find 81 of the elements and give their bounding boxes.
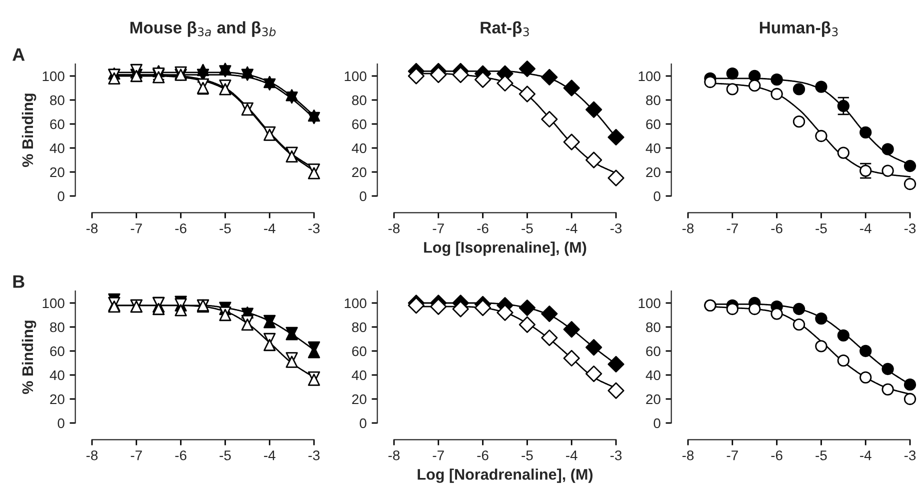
y-tick-label: 100 — [638, 298, 660, 308]
x-tick-label: -6 — [175, 223, 186, 234]
y-tick-label: 40 — [352, 370, 366, 380]
y-tick-label: 0 — [654, 418, 660, 428]
y-tick-label: 20 — [352, 167, 366, 178]
y-tick-label: 40 — [50, 370, 64, 380]
x-tick-label: -4 — [566, 224, 578, 234]
x-tick-label: -3 — [904, 223, 916, 234]
y-tick-label: 100 — [42, 298, 64, 308]
x-tick-label: -4 — [264, 450, 276, 460]
x-tick-label: -5 — [816, 224, 827, 234]
y-tick-label: 40 — [50, 143, 64, 154]
chart-title: Rat-β$_{3}$ — [480, 21, 529, 37]
x-tick-label: -6 — [175, 450, 186, 460]
y-tick-label: 0 — [360, 191, 366, 202]
y-tick-label: 60 — [646, 119, 660, 130]
chart-title: Human-β$_{3}$ — [760, 21, 838, 37]
x-tick-label: -8 — [86, 223, 98, 234]
y-tick-label: 0 — [360, 418, 366, 428]
y-tick-label: 80 — [352, 322, 366, 332]
x-tick-label: -5 — [220, 224, 231, 234]
y-tick-label: 40 — [646, 143, 660, 154]
x-tick-label: -3 — [610, 450, 622, 460]
y-tick-label: 40 — [352, 143, 366, 154]
y-tick-label: 100 — [344, 298, 366, 308]
y-axis-title: % Binding — [22, 94, 36, 167]
x-tick-label: -8 — [682, 450, 694, 460]
x-tick-label: -7 — [130, 450, 142, 460]
y-tick-label: 80 — [50, 95, 64, 106]
y-tick-label: 80 — [646, 95, 660, 106]
y-tick-label: 60 — [50, 119, 64, 130]
y-tick-label: 60 — [646, 346, 660, 356]
x-tick-label: -5 — [816, 450, 827, 460]
x-axis-title: Log [Noradrenaline], (M) — [418, 468, 593, 483]
y-tick-label: 20 — [646, 167, 660, 178]
x-tick-label: -3 — [308, 223, 320, 234]
y-tick-label: 60 — [352, 346, 366, 356]
x-tick-label: -7 — [726, 450, 738, 460]
x-tick-label: -7 — [130, 224, 142, 234]
y-tick-label: 0 — [654, 191, 660, 202]
y-tick-label: 80 — [646, 322, 660, 332]
y-tick-label: 20 — [50, 167, 64, 178]
x-tick-label: -3 — [610, 223, 622, 234]
x-tick-label: -3 — [904, 450, 916, 460]
y-tick-label: 0 — [58, 191, 64, 202]
y-tick-label: 60 — [352, 119, 366, 130]
x-tick-label: -7 — [432, 450, 444, 460]
x-tick-label: -7 — [432, 224, 444, 234]
x-tick-label: -6 — [771, 450, 782, 460]
y-tick-label: 100 — [638, 71, 660, 82]
x-tick-label: -8 — [86, 450, 98, 460]
chart-title: Mouse β$_{3a}$ and β$_{3b}$ — [130, 21, 276, 37]
text: B — [13, 275, 24, 288]
text: A — [12, 48, 25, 61]
x-tick-label: -8 — [388, 450, 400, 460]
y-tick-label: 100 — [42, 71, 64, 82]
x-axis-title: Log [Isoprenaline], (M) — [424, 242, 586, 256]
y-tick-label: 20 — [646, 394, 660, 404]
x-tick-label: -6 — [477, 223, 488, 234]
x-tick-label: -6 — [771, 223, 782, 234]
x-tick-label: -5 — [220, 450, 231, 460]
x-tick-label: -4 — [264, 224, 276, 234]
y-tick-label: 80 — [352, 95, 366, 106]
x-tick-label: -5 — [522, 450, 533, 460]
y-tick-label: 60 — [50, 346, 64, 356]
x-tick-label: -4 — [566, 450, 578, 460]
x-tick-label: -4 — [860, 450, 872, 460]
x-tick-label: -7 — [726, 224, 738, 234]
y-tick-label: 0 — [58, 418, 64, 428]
x-tick-label: -8 — [682, 223, 694, 234]
y-tick-label: 40 — [646, 370, 660, 380]
y-tick-label: 20 — [352, 394, 366, 404]
x-tick-label: -4 — [860, 224, 872, 234]
y-tick-label: 100 — [344, 71, 366, 82]
x-tick-label: -3 — [308, 450, 320, 460]
x-tick-label: -6 — [477, 450, 488, 460]
y-axis-title: % Binding — [22, 320, 36, 394]
x-tick-label: -5 — [522, 224, 533, 234]
y-tick-label: 80 — [50, 322, 64, 332]
y-tick-label: 20 — [50, 394, 64, 404]
x-tick-label: -8 — [388, 223, 400, 234]
